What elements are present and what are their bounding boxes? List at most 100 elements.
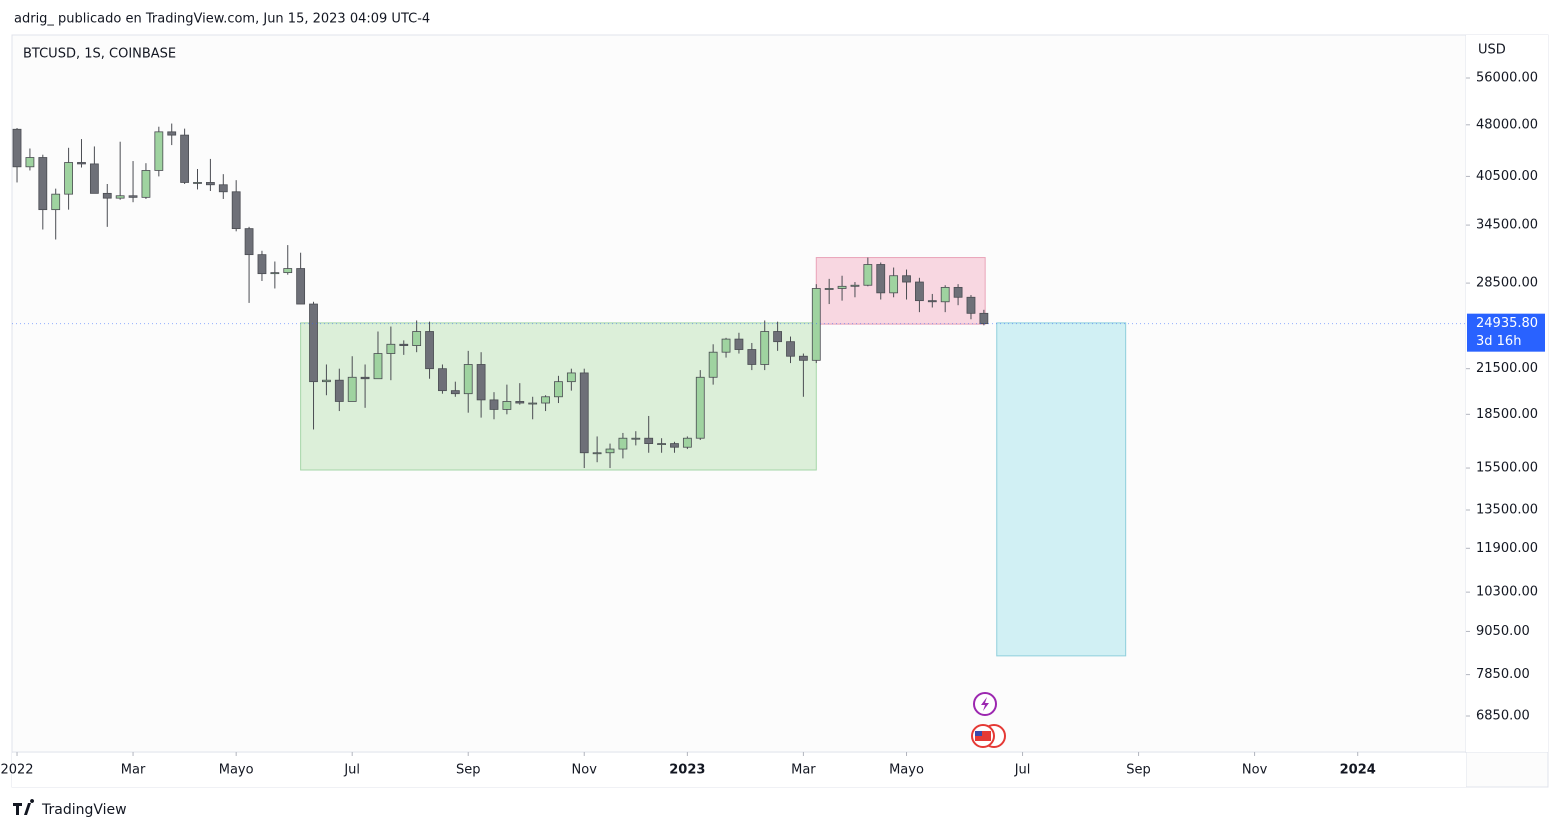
candle-body (747, 349, 757, 365)
candle-body (218, 184, 228, 193)
y-tick-label: 9050.00 (1476, 624, 1530, 639)
y-tick-label: 15500.00 (1476, 461, 1538, 476)
y-tick-label: 10300.00 (1476, 585, 1538, 600)
candle-body (631, 437, 641, 440)
candle-body (940, 286, 950, 303)
candle-body (786, 341, 795, 357)
candle-body (373, 353, 383, 380)
candle-body (773, 331, 783, 343)
x-tick-label: Mar (791, 763, 816, 778)
publish-header: adrig_ publicado en TradingView.com, Jun… (14, 12, 430, 27)
candle-body (927, 300, 937, 303)
candle-body (180, 134, 190, 183)
time-axis-bg (12, 753, 1466, 787)
candle-body (244, 228, 254, 256)
candle-body (618, 437, 628, 450)
candle-body (889, 275, 899, 294)
x-tick-label: Nov (1242, 763, 1268, 778)
candle-body (89, 163, 99, 194)
y-tick-label: 34500.00 (1476, 218, 1538, 233)
candle-body (554, 381, 563, 398)
candle-body (438, 368, 447, 392)
candle-body (386, 343, 396, 354)
y-tick-label: 6850.00 (1476, 708, 1530, 723)
y-tick-label: 21500.00 (1476, 361, 1538, 376)
candle-body (798, 355, 808, 361)
candle-body (25, 157, 35, 168)
candle-body (115, 195, 125, 199)
candle-body (515, 401, 525, 404)
candle-body (863, 264, 873, 286)
x-tick-label: 2023 (669, 763, 705, 778)
candle-body (205, 182, 215, 186)
y-tick-label: 13500.00 (1476, 502, 1538, 517)
candle-body (915, 281, 924, 302)
x-tick-label: Mar (121, 763, 146, 778)
candle-body (528, 402, 538, 405)
plot (12, 123, 1466, 657)
candle-body (760, 331, 770, 365)
y-tick-label: 18500.00 (1476, 407, 1538, 422)
candle-body (953, 286, 963, 298)
y-tick-label: 56000.00 (1476, 71, 1538, 86)
candle-body (721, 338, 731, 353)
candle-body (283, 268, 293, 274)
zone (996, 322, 1127, 657)
candle-body (270, 272, 280, 275)
candle-body (12, 128, 22, 168)
candle-body (682, 437, 692, 448)
candle-body (450, 390, 460, 395)
candle-body (502, 401, 512, 410)
candle-body (38, 157, 48, 211)
candle-body (592, 452, 602, 455)
x-tick-label: Sep (456, 763, 481, 778)
y-tick-label: 11900.00 (1476, 541, 1538, 556)
y-tick-label: 7850.00 (1476, 667, 1530, 682)
candle-body (876, 264, 886, 294)
y-tick-label: 40500.00 (1476, 169, 1538, 184)
candle-body (77, 162, 86, 165)
candle-body (605, 448, 615, 454)
candle-body (51, 193, 61, 211)
candle-body (979, 312, 989, 325)
x-tick-label: Mayo (219, 763, 254, 778)
symbol-title: BTCUSD, 1S, COINBASE (23, 47, 176, 62)
candle-body (141, 170, 151, 198)
lightning-glyph (981, 697, 989, 711)
candle-body (102, 192, 112, 199)
flag-glyph (975, 731, 991, 741)
candle-body (128, 195, 138, 198)
candle-body (902, 275, 911, 283)
candle-body (811, 288, 821, 361)
candle-body (657, 443, 666, 445)
x-tick-label: 2024 (1340, 763, 1376, 778)
x-tick-label: Jul (343, 763, 360, 778)
candle-body (644, 437, 654, 444)
candle-body (322, 379, 331, 383)
candle-body (399, 343, 409, 346)
candle-body (425, 331, 434, 370)
x-tick-label: Jul (1014, 763, 1031, 778)
candle-body (334, 379, 344, 402)
candle-body (824, 288, 834, 290)
candle-body (231, 191, 241, 230)
candle-body (476, 364, 486, 401)
x-tick-label: Nov (572, 763, 598, 778)
candle-body (966, 296, 976, 314)
last-price-badge (1467, 313, 1545, 352)
candle-body (541, 396, 550, 404)
brand-logo (13, 799, 35, 815)
candle-body (309, 303, 318, 383)
candle-body (154, 131, 164, 171)
candle-body (489, 399, 499, 410)
y-tick-label: 48000.00 (1476, 117, 1538, 132)
candle-body (734, 338, 744, 350)
candle-body (837, 285, 847, 289)
candle-body (463, 364, 473, 395)
event-icons (971, 692, 1006, 748)
price-axis-bg (1466, 35, 1548, 752)
candle-body (695, 376, 705, 439)
candle-body (64, 162, 73, 195)
x-tick-label: Sep (1126, 763, 1151, 778)
x-tick-label: 2022 (0, 763, 33, 778)
